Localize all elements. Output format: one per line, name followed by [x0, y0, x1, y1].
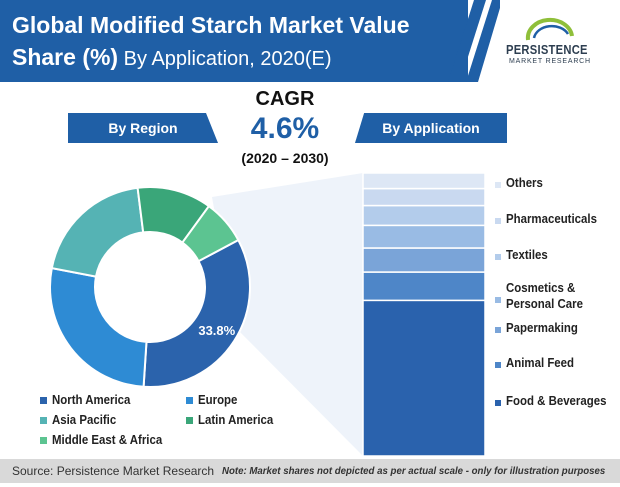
logo-name: PERSISTENCE: [506, 42, 588, 57]
region-legend-swatch: [186, 417, 193, 424]
title-banner: [0, 0, 468, 82]
stack-segment-food-beverages: [362, 299, 486, 457]
donut-slice-north-america: [142, 238, 251, 388]
region-legend-north-america: North America: [52, 392, 131, 407]
stack-segment-papermaking: [362, 247, 486, 273]
application-label-others: Others: [506, 175, 543, 190]
application-legend-swatch: [495, 400, 501, 406]
donut-slice-asia-pacific: [50, 186, 145, 278]
stacked-bar-chart: [362, 172, 486, 457]
region-legend-middle-east-africa: Middle East & Africa: [52, 432, 163, 447]
chart-title-subtitle: By Application, 2020(E): [118, 48, 332, 70]
logo-tagline: MARKET RESEARCH: [509, 58, 591, 65]
application-legend-swatch: [495, 327, 501, 333]
region-legend-swatch: [40, 417, 47, 424]
stack-segment-animal-feed: [362, 271, 486, 302]
stack-segment-others: [362, 172, 486, 190]
chart-title-line1: Global Modified Starch Market Value: [12, 12, 410, 38]
chart-title-line2: Share (%) By Application, 2020(E): [12, 44, 332, 71]
banner-stripes: [448, 0, 500, 82]
donut-chart: 33.8%: [49, 186, 251, 388]
cagr-period: (2020 – 2030): [241, 150, 329, 166]
region-legend-swatch: [40, 397, 47, 404]
donut-slice-europe: [49, 266, 148, 388]
application-legend-swatch: [495, 297, 501, 303]
application-label-textiles: Textiles: [506, 247, 548, 262]
by-application-ribbon: By Application: [355, 113, 507, 143]
region-legend-asia-pacific: Asia Pacific: [52, 412, 117, 427]
footer-note: Note: Market shares not depicted as per …: [222, 465, 606, 477]
by-region-ribbon: By Region: [68, 113, 218, 143]
application-legend-swatch: [495, 182, 501, 188]
stack-segment-textiles: [362, 204, 486, 227]
donut-data-label: 33.8%: [198, 323, 235, 338]
application-label-cosmetics-personal-care: Cosmetics & Personal Care: [506, 280, 583, 311]
footer-bar: Source: Persistence Market Research Note…: [0, 459, 620, 483]
application-legend-swatch: [495, 218, 501, 224]
application-legend-swatch: [495, 254, 501, 260]
region-legend-latin-america: Latin America: [198, 412, 274, 427]
region-legend-swatch: [40, 437, 47, 444]
application-label-food-beverages: Food & Beverages: [506, 393, 607, 408]
region-legend-europe: Europe: [198, 392, 238, 407]
application-label-pharmaceuticals: Pharmaceuticals: [506, 211, 597, 226]
stack-segment-cosmetics-personal-care: [362, 224, 486, 249]
region-legend-swatch: [186, 397, 193, 404]
source-text: Source: Persistence Market Research: [12, 464, 215, 478]
chart-title-bold: Share (%): [12, 44, 119, 70]
cagr-value: 4.6%: [250, 112, 320, 145]
application-label-papermaking: Papermaking: [506, 320, 578, 335]
persistence-logo-icon: [525, 17, 574, 41]
stack-segment-pharmaceuticals: [362, 187, 486, 207]
cagr-label: CAGR: [255, 88, 315, 110]
donut-slice-middle-east-africa: [180, 204, 240, 263]
application-label-animal-feed: Animal Feed: [506, 355, 575, 370]
bar-connector: [212, 173, 363, 456]
application-legend-swatch: [495, 362, 501, 368]
